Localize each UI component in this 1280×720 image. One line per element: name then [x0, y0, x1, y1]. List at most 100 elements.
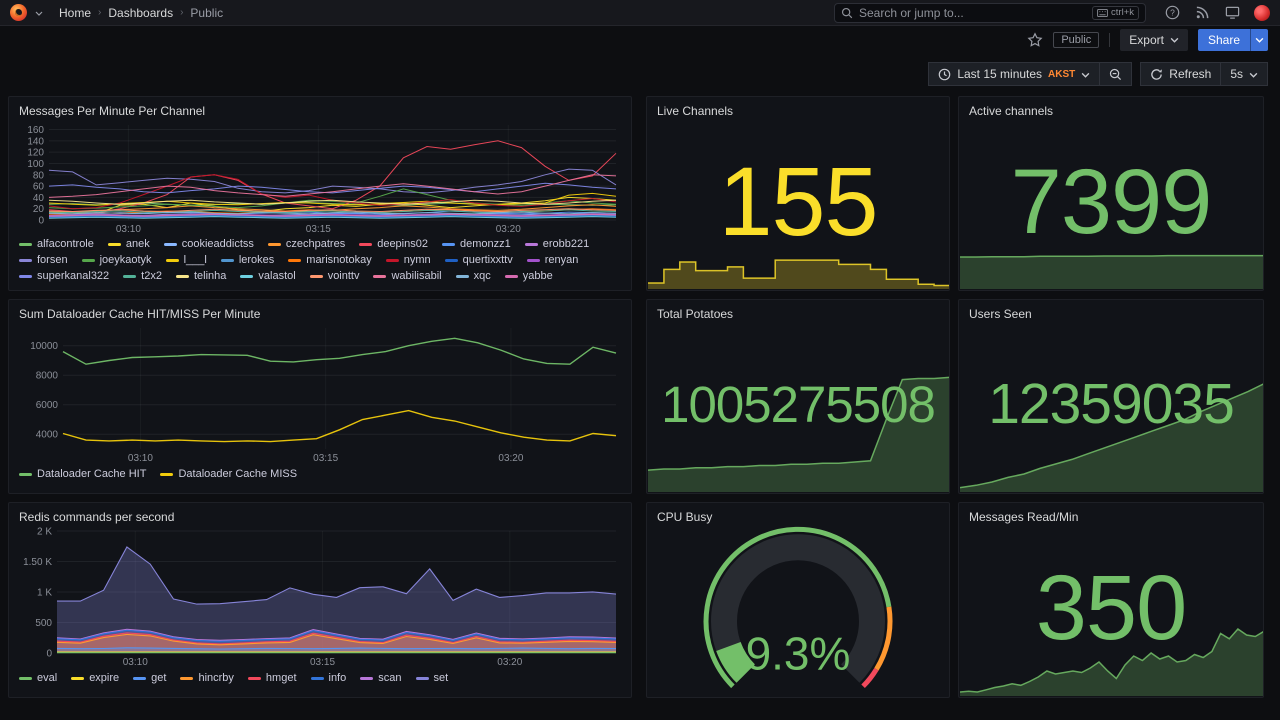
legend-item[interactable]: deepins02: [359, 237, 428, 252]
legend-item[interactable]: xqc: [455, 269, 491, 284]
legend-item[interactable]: quertixxttv: [444, 253, 513, 268]
svg-text:120: 120: [27, 148, 44, 159]
news-rss-icon[interactable]: [1194, 5, 1210, 21]
clock-icon: [938, 68, 951, 81]
timeseries-plot[interactable]: 0 500 1 K 1.50 K 2 K 03:10 03:15 03:20: [19, 525, 621, 668]
legend-label: deepins02: [377, 238, 428, 250]
divider: [1109, 32, 1111, 47]
legend-item[interactable]: forsen: [19, 253, 68, 268]
share-dropdown-toggle[interactable]: [1250, 28, 1268, 51]
legend-swatch: [19, 243, 32, 246]
timeseries-plot[interactable]: 4000 6000 8000 10000 03:10 03:15 03:20: [19, 322, 621, 464]
panel-messages-per-minute: Messages Per Minute Per Channel 0 20 40 60 8…: [8, 96, 632, 291]
legend-item[interactable]: czechpatres: [267, 237, 345, 252]
panel-title[interactable]: Messages Read/Min: [969, 510, 1079, 524]
legend-item[interactable]: demonzz1: [441, 237, 511, 252]
panel-title[interactable]: Sum Dataloader Cache HIT/MISS Per Minute: [19, 307, 261, 321]
legend-item[interactable]: l___l: [165, 253, 207, 268]
legend-item[interactable]: erobb221: [524, 237, 589, 252]
legend-swatch: [123, 275, 137, 278]
legend-swatch: [220, 259, 234, 262]
legend-item[interactable]: lerokes: [220, 253, 274, 268]
legend-item[interactable]: wabilisabil: [373, 269, 442, 284]
panel-total-potatoes: Total Potatoes 1005275508: [646, 299, 950, 494]
panel-title[interactable]: Total Potatoes: [657, 307, 734, 321]
chevron-down-icon: [1170, 37, 1179, 43]
legend-item[interactable]: telinha: [175, 269, 226, 284]
panel-active-channels: Active channels 7399: [958, 96, 1264, 291]
svg-text:03:15: 03:15: [313, 453, 338, 464]
svg-text:1.50 K: 1.50 K: [23, 557, 52, 568]
legend-swatch: [81, 259, 95, 262]
panel-title[interactable]: Users Seen: [969, 307, 1032, 321]
star-icon[interactable]: [1027, 31, 1043, 48]
legend-item[interactable]: marisnotokay: [288, 253, 372, 268]
monitor-icon[interactable]: [1224, 5, 1240, 21]
legend-item[interactable]: Dataloader Cache MISS: [160, 467, 297, 482]
refresh-interval-dropdown[interactable]: 5s: [1221, 62, 1268, 86]
legend-item[interactable]: t2x2: [123, 269, 162, 284]
search-input[interactable]: [859, 5, 1087, 20]
zoom-out-time-button[interactable]: [1100, 62, 1133, 86]
legend-item[interactable]: superkanal322: [19, 269, 109, 284]
sparkline: [648, 376, 949, 492]
panel-title[interactable]: Redis commands per second: [19, 510, 175, 524]
time-range-picker[interactable]: Last 15 minutes AKST: [928, 62, 1101, 86]
legend-item[interactable]: nymn: [385, 253, 431, 268]
legend-label: hmget: [265, 672, 297, 684]
chevron-down-icon[interactable]: [35, 9, 43, 17]
export-button[interactable]: Export: [1120, 28, 1188, 51]
panel-title[interactable]: Active channels: [969, 104, 1054, 118]
legend-item[interactable]: info: [310, 671, 346, 686]
legend-label: expire: [89, 672, 120, 684]
sparkline: [648, 259, 949, 289]
panel-title[interactable]: CPU Busy: [657, 510, 713, 524]
grafana-logo-icon[interactable]: [10, 4, 27, 21]
legend-swatch: [247, 677, 261, 680]
legend-item[interactable]: hmget: [247, 671, 297, 686]
legend-swatch: [107, 243, 121, 246]
legend-item[interactable]: eval: [19, 671, 57, 686]
legend-item[interactable]: vointtv: [309, 269, 359, 284]
legend-label: forsen: [37, 254, 68, 266]
svg-text:500: 500: [35, 618, 52, 629]
legend-item[interactable]: joeykaotyk: [81, 253, 152, 268]
legend-item[interactable]: set: [415, 671, 449, 686]
svg-text:?: ?: [1170, 7, 1175, 17]
panel-title[interactable]: Live Channels: [657, 104, 734, 118]
share-button[interactable]: Share: [1197, 28, 1250, 51]
search-shortcut-badge: ctrl+k: [1092, 5, 1139, 20]
legend-label: nymn: [403, 254, 431, 266]
legend-item[interactable]: hincrby: [180, 671, 234, 686]
chevron-down-icon: [1249, 72, 1258, 78]
legend-label: anek: [125, 238, 150, 250]
legend-item[interactable]: scan: [360, 671, 402, 686]
legend-label: alfacontrole: [37, 238, 94, 250]
chevron-down-icon: [1081, 72, 1090, 78]
legend-item[interactable]: valastol: [240, 269, 296, 284]
legend-label: wabilisabil: [391, 270, 442, 282]
legend-item[interactable]: cookieaddictss: [163, 237, 254, 252]
legend-item[interactable]: expire: [71, 671, 119, 686]
refresh-button[interactable]: Refresh: [1140, 62, 1222, 86]
legend-item[interactable]: anek: [107, 237, 150, 252]
legend-item[interactable]: Dataloader Cache HIT: [19, 467, 146, 482]
sparkline: [960, 254, 1263, 289]
user-avatar[interactable]: [1254, 4, 1270, 21]
legend-item[interactable]: renyan: [526, 253, 578, 268]
legend-item[interactable]: get: [133, 671, 166, 686]
breadcrumb-home[interactable]: Home: [59, 5, 92, 20]
legend-label: set: [433, 672, 449, 684]
chevron-down-icon: [1255, 37, 1264, 43]
legend-item[interactable]: yabbe: [504, 269, 553, 284]
legend-label: marisnotokay: [306, 254, 372, 266]
breadcrumb-separator-icon: ›: [180, 7, 184, 18]
svg-text:2 K: 2 K: [37, 527, 52, 538]
legend-item[interactable]: alfacontrole: [19, 237, 94, 252]
panel-title[interactable]: Messages Per Minute Per Channel: [19, 104, 206, 118]
help-icon[interactable]: ?: [1164, 5, 1180, 21]
breadcrumb-dashboards[interactable]: Dashboards: [108, 5, 174, 20]
search-box[interactable]: ctrl+k: [834, 2, 1146, 23]
